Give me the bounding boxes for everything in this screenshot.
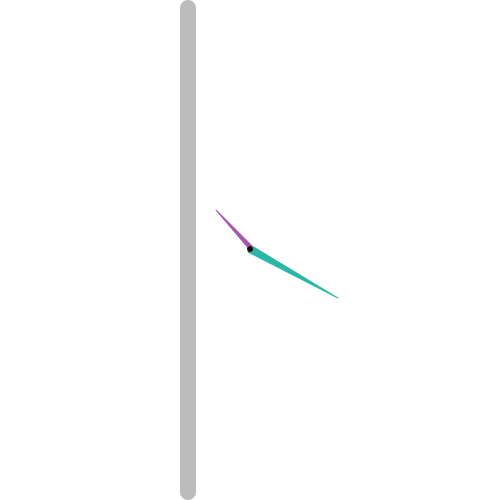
vertical-bar [180, 0, 196, 500]
hour-hand [215, 209, 253, 251]
minute-hand [247, 245, 339, 299]
pivot-dot [247, 246, 253, 252]
